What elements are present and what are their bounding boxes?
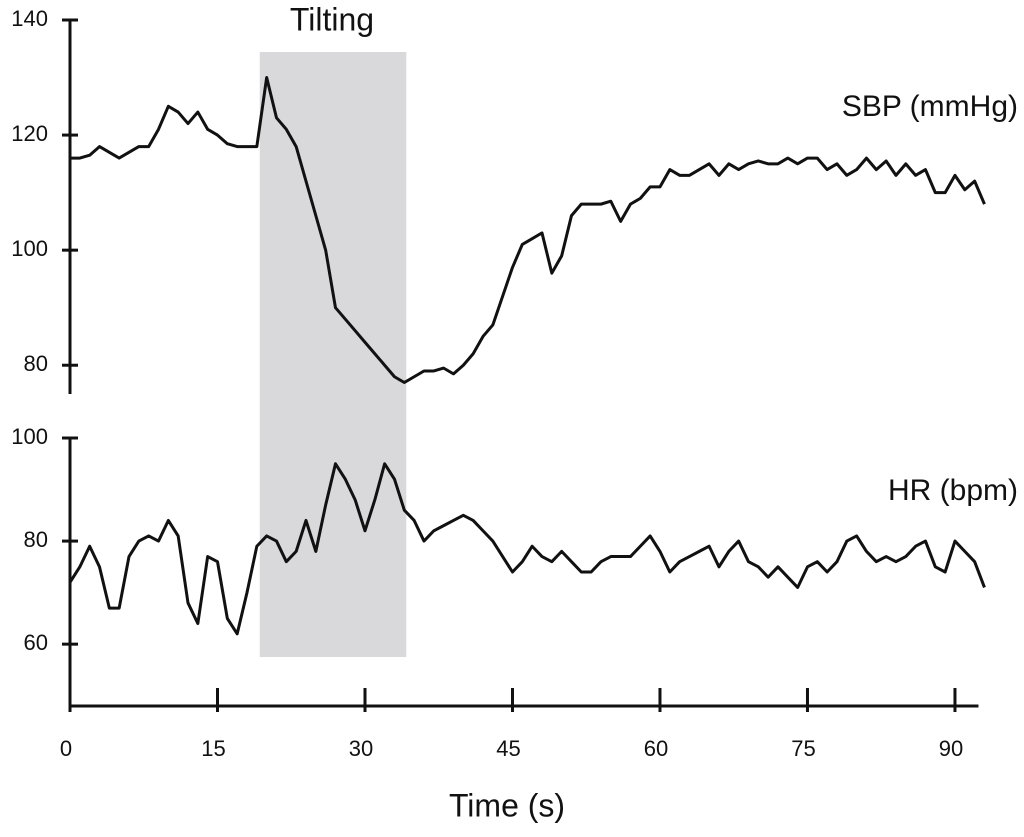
tilt-shade (259, 52, 407, 657)
data-line (68, 462, 986, 636)
x-tick-label: 90 (939, 736, 963, 761)
y-tick-label: 60 (24, 630, 48, 655)
x-tick-label: 30 (349, 736, 373, 761)
x-tick-label: 0 (60, 736, 72, 761)
y-tick-label: 120 (11, 121, 48, 146)
y-tick-label: 80 (24, 351, 48, 376)
x-tick-label: 75 (791, 736, 815, 761)
y-tick-label: 140 (11, 6, 48, 31)
x-tick-label: 60 (644, 736, 668, 761)
y-tick-label: 100 (11, 236, 48, 261)
series-label: HR (bpm) (888, 474, 1018, 507)
y-tick-label: 100 (11, 424, 48, 449)
data-line (70, 76, 986, 384)
shade-label: Tilting (290, 1, 374, 37)
series-label: SBP (mmHg) (842, 90, 1018, 123)
y-tick-label: 80 (24, 527, 48, 552)
x-axis-title: Time (s) (449, 787, 565, 823)
x-tick-label: 15 (201, 736, 225, 761)
x-tick-label: 45 (496, 736, 520, 761)
